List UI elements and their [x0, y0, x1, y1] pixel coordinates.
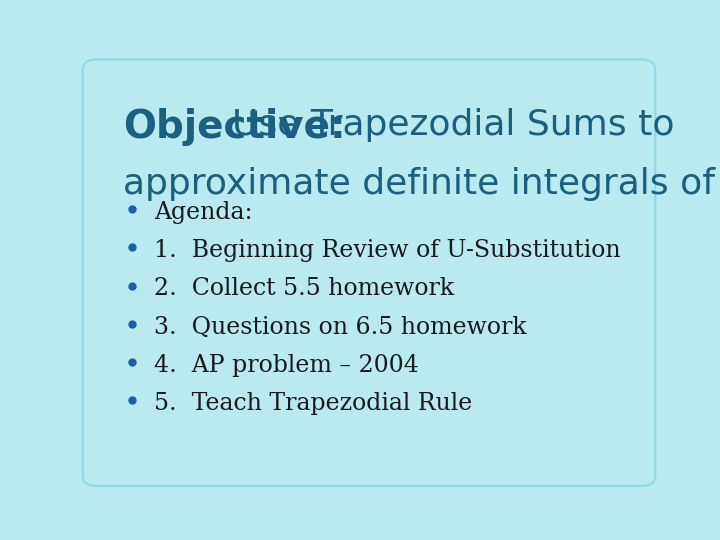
Text: 5.  Teach Trapezodial Rule: 5. Teach Trapezodial Rule	[154, 392, 472, 415]
Text: Agenda:: Agenda:	[154, 201, 253, 224]
Text: Objective:: Objective:	[124, 109, 346, 146]
Text: Use Trapezodial Sums to: Use Trapezodial Sums to	[233, 109, 675, 143]
Text: 3.  Questions on 6.5 homework: 3. Questions on 6.5 homework	[154, 316, 527, 339]
Text: 4.  AP problem – 2004: 4. AP problem – 2004	[154, 354, 419, 377]
FancyBboxPatch shape	[83, 59, 655, 486]
Text: approximate definite integrals of functions: approximate definite integrals of functi…	[124, 167, 720, 201]
Text: 2.  Collect 5.5 homework: 2. Collect 5.5 homework	[154, 278, 454, 300]
Text: 1.  Beginning Review of U-Substitution: 1. Beginning Review of U-Substitution	[154, 239, 621, 262]
